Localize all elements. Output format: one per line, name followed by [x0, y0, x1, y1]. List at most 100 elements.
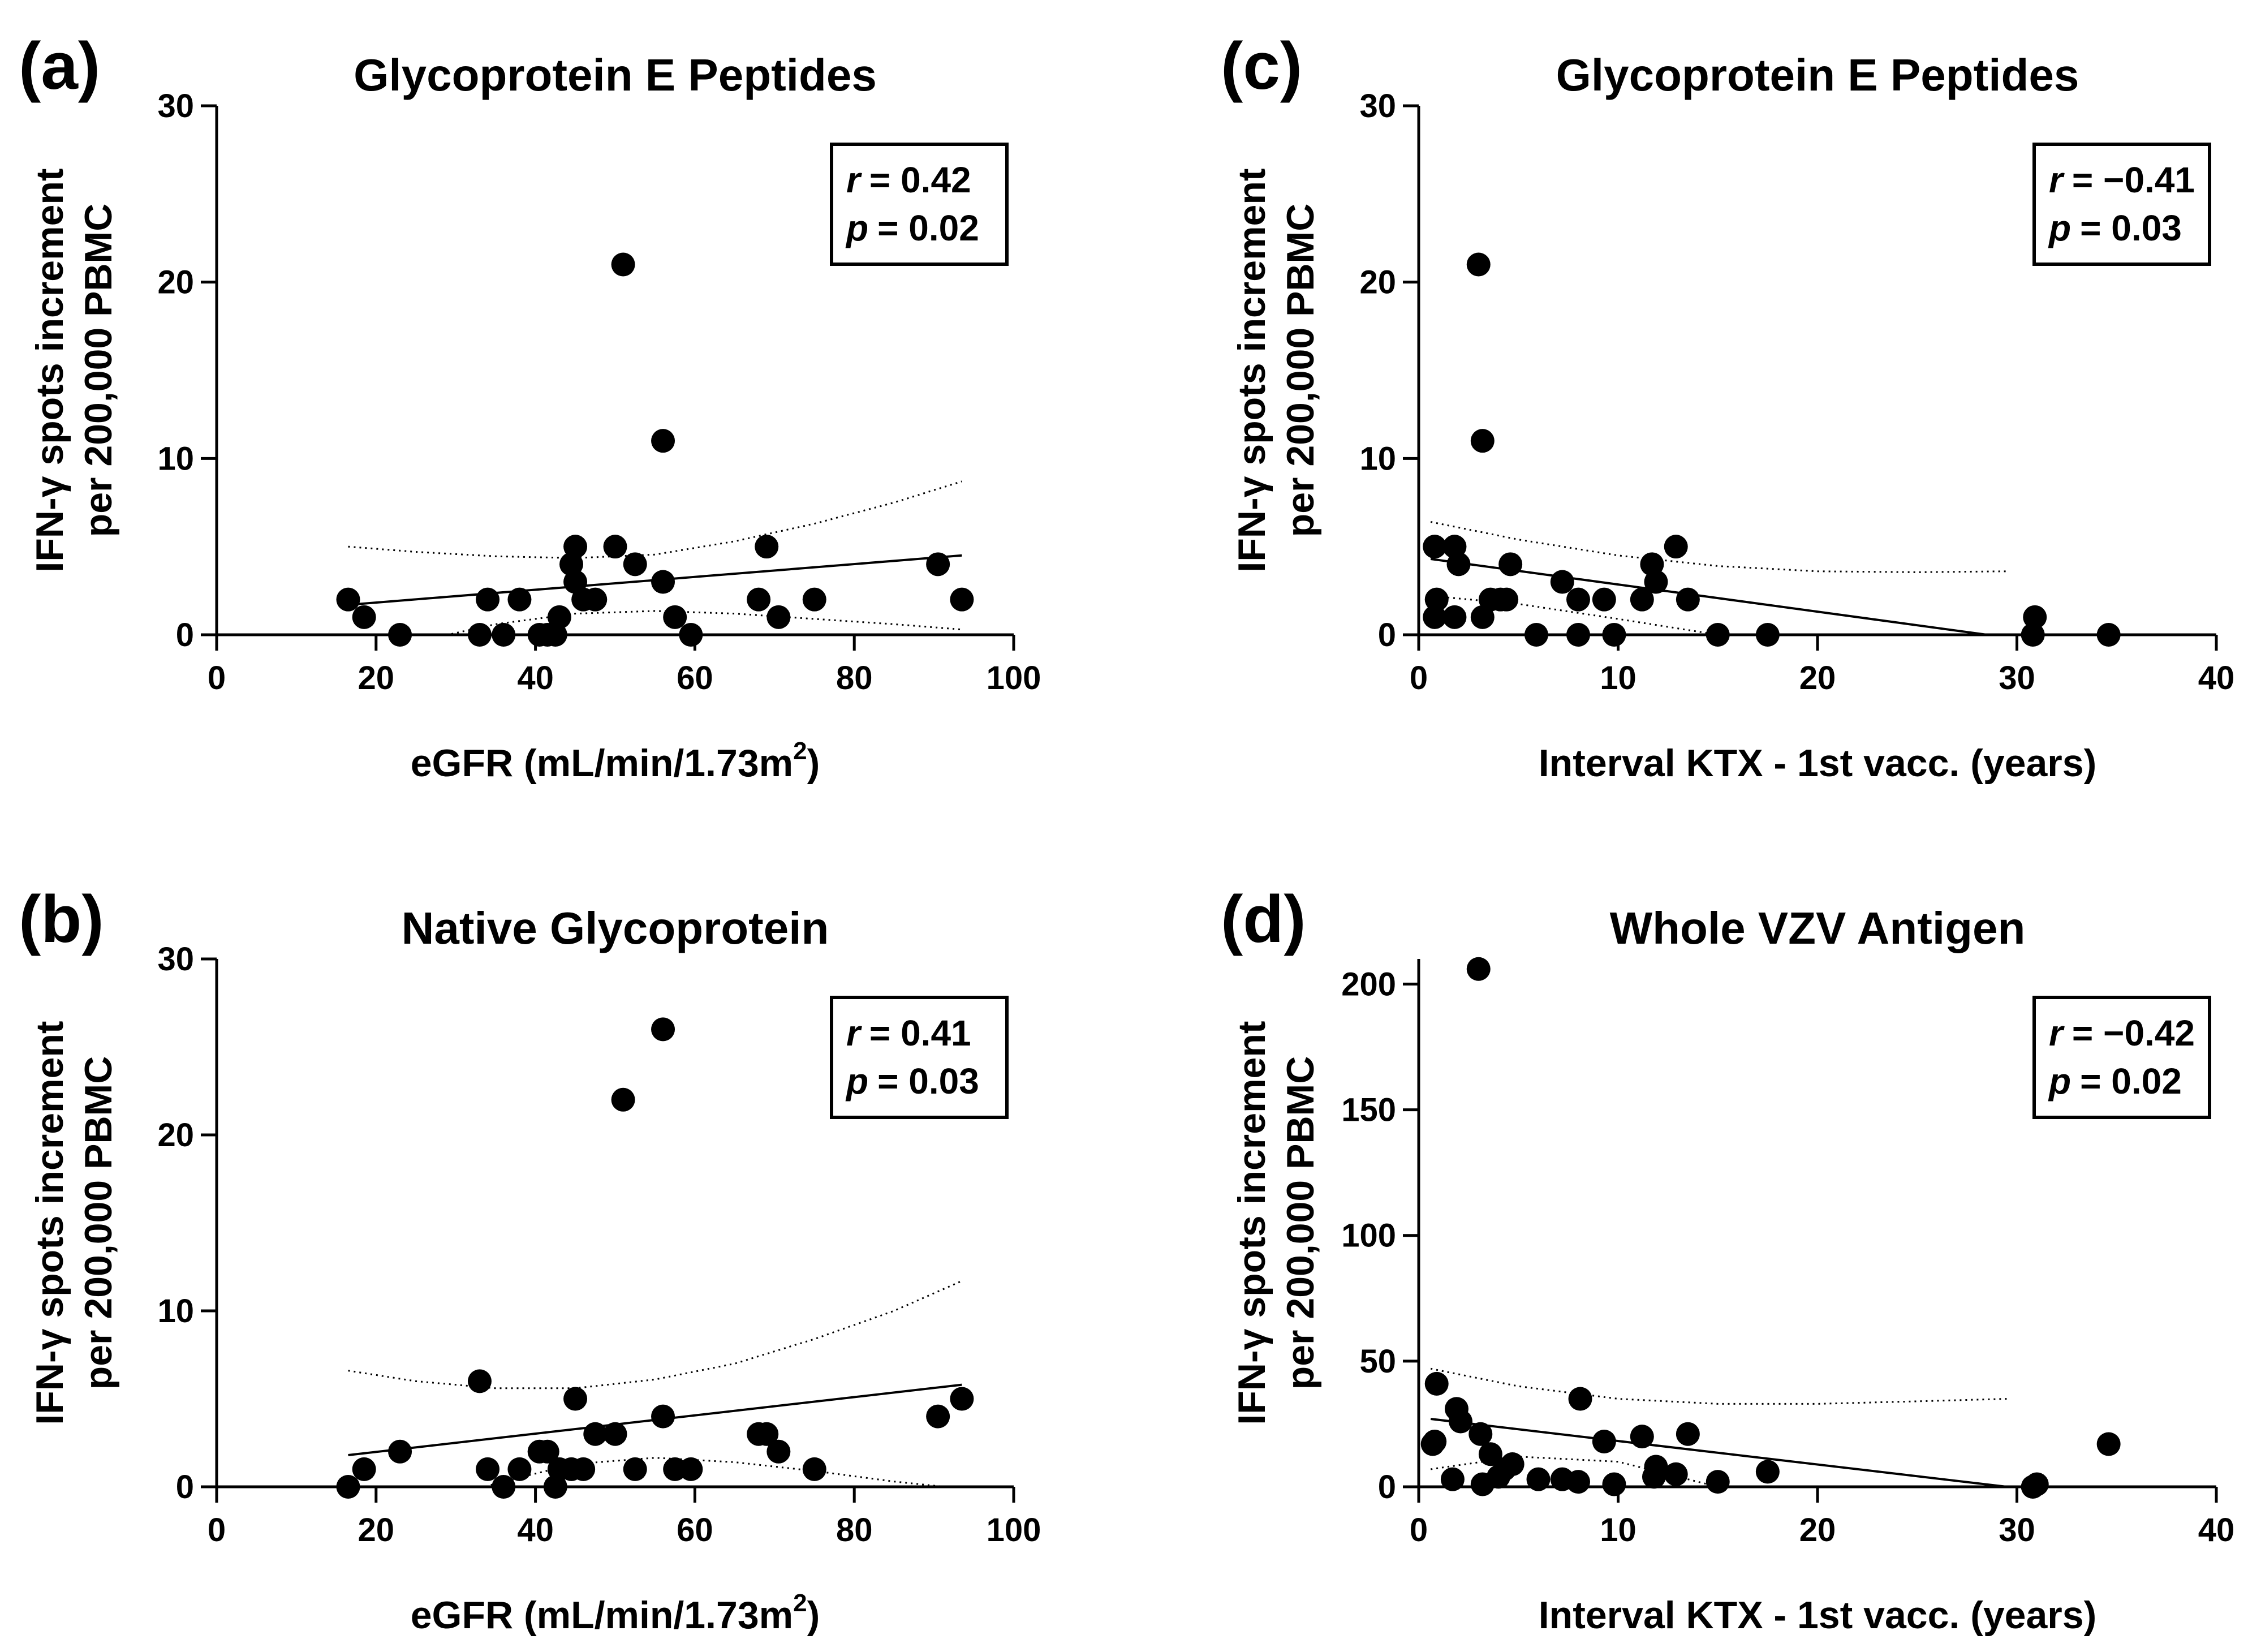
x-axis-label: eGFR (mL/min/1.73m2)	[411, 737, 820, 785]
y-tick-label: 100	[1341, 1218, 1396, 1254]
y-tick-label: 20	[157, 1117, 194, 1154]
data-point	[1592, 587, 1616, 612]
panel-c: (c) Glycoprotein E Peptides 0 10 20 30 0 10 20 30…	[1221, 29, 2234, 785]
x-tick-label: 40	[517, 660, 554, 696]
data-point	[1440, 1467, 1465, 1491]
data-point	[1446, 552, 1471, 577]
x-tick-label: 10	[1600, 1512, 1637, 1548]
regression-line	[1430, 558, 1987, 636]
y-axis-label-line2: per 200,000 PBMC	[1279, 204, 1322, 537]
data-point	[388, 623, 412, 647]
data-point	[1676, 587, 1700, 612]
p-number: = 0.03	[877, 1061, 979, 1102]
data-point	[1500, 1452, 1524, 1477]
x-tick-label: 30	[1999, 1512, 2035, 1548]
x-axis-label-end: )	[807, 742, 820, 785]
y-tick-label: 0	[176, 617, 194, 653]
y-axis-label-line1: IFN-γ spots increment	[1230, 168, 1273, 572]
data-point	[1676, 1422, 1700, 1446]
x-tick-label: 30	[1999, 660, 2035, 696]
r-value: r = 0.42	[846, 160, 971, 200]
data-point	[950, 1387, 974, 1411]
y-tick-label: 20	[1359, 264, 1396, 301]
data-point	[1550, 570, 1574, 594]
data-point	[492, 623, 516, 647]
x-tick-label: 60	[677, 1512, 713, 1548]
data-point	[623, 552, 647, 577]
p-symbol: p	[2048, 208, 2071, 248]
y-axis-label-line1: IFN-γ spots increment	[28, 1021, 71, 1425]
x-axis-label: Interval KTX - 1st vacc. (years)	[1539, 1594, 2096, 1637]
x-tick-label: 80	[836, 1512, 873, 1548]
data-point	[492, 1475, 516, 1499]
x-axis-label-sup: 2	[793, 1589, 807, 1617]
x-tick-label: 100	[987, 1512, 1041, 1548]
x-axis-label-main: Interval KTX - 1st vacc. (years)	[1539, 1594, 2096, 1637]
data-point	[802, 587, 826, 612]
r-symbol: r	[2049, 1013, 2065, 1053]
data-point	[1630, 587, 1654, 612]
data-point	[1664, 1462, 1688, 1486]
data-point	[1423, 535, 1447, 559]
data-point	[583, 587, 608, 612]
x-tick-label: 20	[358, 1512, 395, 1548]
data-point	[2096, 623, 2121, 647]
r-symbol: r	[2049, 160, 2065, 200]
r-symbol: r	[846, 1013, 862, 1053]
data-point	[1466, 957, 1491, 981]
data-point	[1468, 1422, 1493, 1446]
regression-line	[1430, 1418, 2008, 1488]
data-point	[1644, 1455, 1668, 1479]
y-axis-label-line2: per 200,000 PBMC	[77, 1056, 120, 1390]
data-point	[2023, 605, 2047, 629]
data-point	[1470, 429, 1495, 453]
data-point	[1602, 1472, 1626, 1496]
data-point	[563, 1387, 588, 1411]
data-point	[563, 535, 588, 559]
y-tick-label: 50	[1359, 1343, 1396, 1380]
x-tick-label: 0	[1410, 1512, 1428, 1548]
data-point	[755, 1422, 779, 1446]
chart-title: Glycoprotein E Peptides	[354, 50, 877, 100]
data-point	[1664, 535, 1688, 559]
data-point	[1424, 1371, 1449, 1396]
data-point	[1449, 1409, 1473, 1434]
r-symbol: r	[846, 160, 862, 200]
x-axis-label-main: eGFR (mL/min/1.73m	[411, 742, 793, 785]
x-axis-label: Interval KTX - 1st vacc. (years)	[1539, 742, 2096, 785]
r-number: = −0.41	[2072, 160, 2195, 200]
data-point	[663, 605, 687, 629]
r-number: = 0.42	[869, 160, 971, 200]
panel-d: (d) Whole VZV Antigen 0 50 100 150 200 0 10 20 30 4…	[1221, 882, 2234, 1637]
data-point	[1526, 1467, 1551, 1491]
data-point	[352, 1457, 376, 1481]
data-point	[603, 1422, 627, 1446]
y-tick-label: 0	[1378, 617, 1396, 653]
r-value: r = −0.42	[2049, 1013, 2195, 1053]
data-point	[336, 587, 360, 612]
data-point	[352, 605, 376, 629]
stats-box	[2032, 996, 2211, 1119]
y-tick-label: 10	[157, 1293, 194, 1330]
plot-area	[348, 480, 962, 635]
data-point	[1566, 587, 1590, 612]
y-axis-label-line1: IFN-γ spots increment	[28, 168, 71, 572]
data-point	[571, 1457, 596, 1481]
data-point	[651, 1017, 675, 1042]
x-tick-label: 0	[208, 660, 226, 696]
plot-area	[1430, 521, 2007, 635]
p-symbol: p	[845, 1061, 868, 1102]
chart-title: Whole VZV Antigen	[1610, 903, 2026, 953]
r-value: r = 0.41	[846, 1013, 971, 1053]
p-number: = 0.02	[877, 208, 979, 248]
data-point	[926, 552, 950, 577]
stats-box	[830, 143, 1009, 266]
r-number: = −0.42	[2072, 1013, 2195, 1053]
x-axis-label-main: eGFR (mL/min/1.73m	[411, 1594, 793, 1637]
x-tick-label: 100	[987, 660, 1041, 696]
data-point	[336, 1475, 360, 1499]
y-tick-label: 10	[1359, 440, 1396, 477]
data-point	[1524, 623, 1548, 647]
data-point	[950, 587, 974, 612]
ci-upper-band	[1430, 1367, 2007, 1405]
